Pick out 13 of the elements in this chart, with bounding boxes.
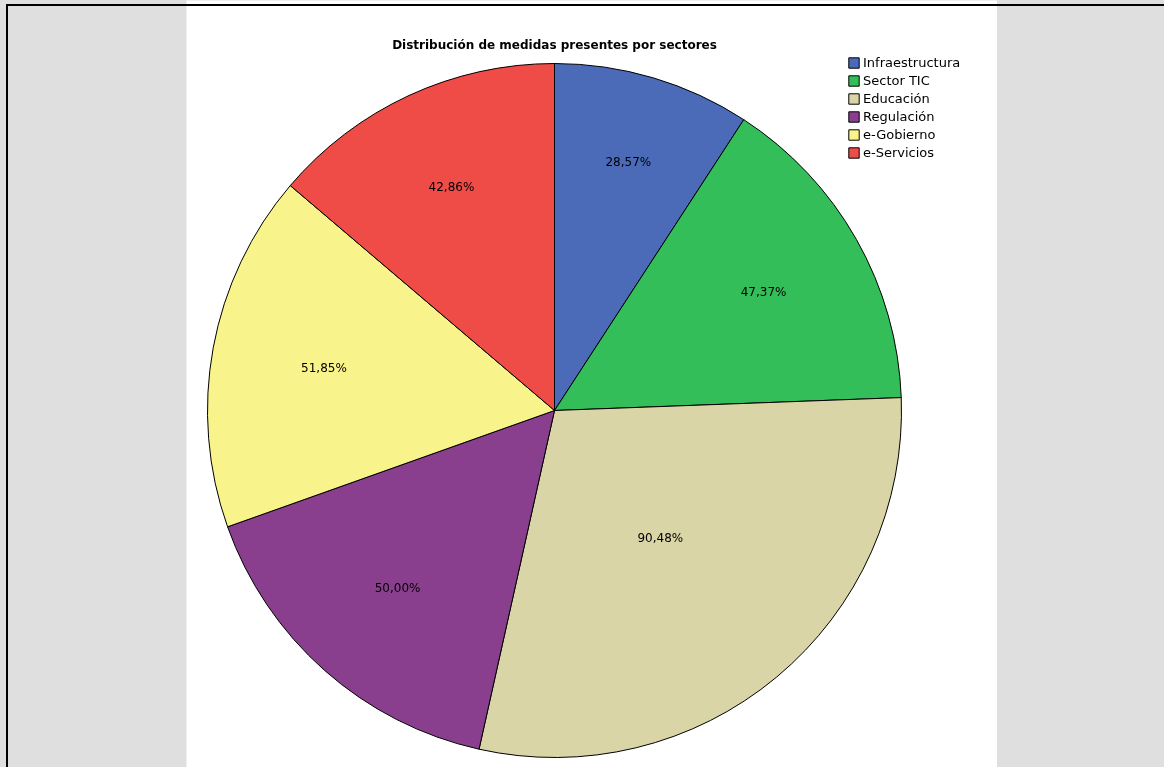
legend-label: Educación bbox=[863, 89, 930, 107]
legend-label: Regulación bbox=[863, 107, 935, 125]
legend-label: Infraestructura bbox=[863, 53, 961, 71]
data-label: 42,86% bbox=[428, 180, 475, 195]
legend-label: Sector TIC bbox=[863, 71, 930, 89]
data-label: 51,85% bbox=[301, 361, 347, 376]
legend-label: e-Servicios bbox=[863, 143, 935, 161]
data-label: 28,57% bbox=[605, 154, 652, 169]
chart-title: Distribución de medidas presentes por sectores bbox=[392, 37, 717, 52]
legend-label: e-Gobierno bbox=[863, 125, 936, 143]
data-label: 47,37% bbox=[740, 285, 787, 300]
data-label: 50,00% bbox=[374, 580, 421, 595]
data-label: 90,48% bbox=[637, 530, 684, 545]
